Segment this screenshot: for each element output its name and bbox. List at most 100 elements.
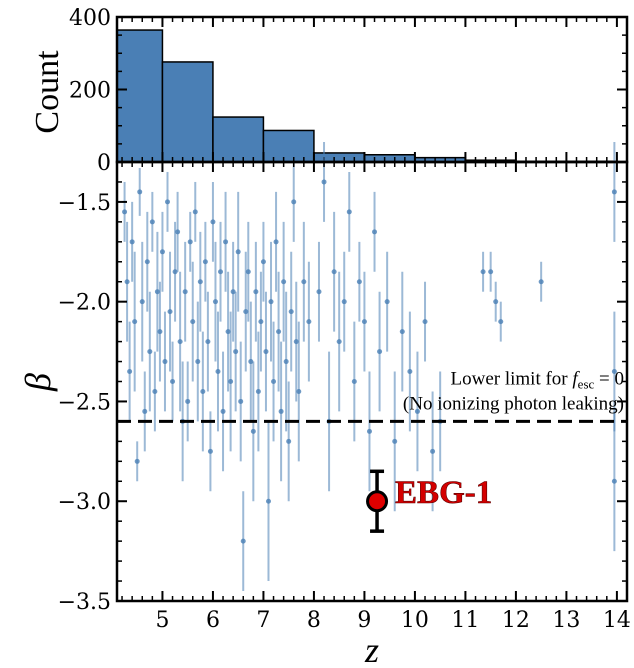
sample-point [235, 249, 241, 255]
sample-point [341, 299, 347, 305]
sample-point [202, 259, 208, 265]
sample-point [366, 428, 372, 434]
sample-points [122, 142, 617, 592]
sample-point [331, 269, 337, 275]
sample-point [291, 199, 297, 205]
sample-point [372, 229, 378, 235]
scatter-x-axis-label: z [364, 630, 379, 668]
sample-point [190, 319, 196, 325]
scatter-x-tick-label: 14 [603, 608, 631, 633]
sample-point [124, 279, 130, 285]
sample-point [129, 239, 135, 245]
sample-point [210, 219, 216, 225]
sample-point [316, 289, 322, 295]
sample-point [223, 239, 229, 245]
threshold-label-line1: Lower limit for fesc = 0 [451, 368, 625, 391]
sample-point [351, 379, 357, 384]
sample-point [177, 339, 183, 345]
sample-point [170, 379, 176, 384]
sample-point [205, 339, 211, 345]
sample-point [162, 359, 168, 365]
histogram-y-tick-label: 400 [69, 6, 111, 31]
sample-point [245, 269, 251, 275]
sample-point [384, 299, 390, 305]
scatter-x-tick-label: 5 [155, 608, 169, 633]
histogram-bar [313, 152, 366, 163]
threshold-label-line2: (No ionizing photon leaking) [403, 393, 624, 414]
sample-point [220, 408, 226, 414]
sample-point [301, 279, 307, 285]
sample-point [414, 408, 420, 414]
sample-point [167, 309, 173, 315]
sample-point [488, 269, 494, 275]
ebg1-point [366, 490, 389, 513]
sample-point [255, 388, 261, 394]
sample-point [230, 289, 236, 295]
sample-point [493, 299, 499, 305]
sample-point [195, 359, 201, 365]
sample-point [225, 329, 231, 335]
sample-point [240, 538, 246, 544]
histogram-bar [161, 61, 214, 163]
scatter-y-axis-label: β [18, 373, 58, 392]
sample-point [139, 299, 145, 305]
scatter-x-tick-label: 13 [552, 608, 580, 633]
histogram-y-tick-label: 0 [97, 151, 111, 176]
sample-point [212, 299, 218, 305]
sample-point [200, 388, 206, 394]
sample-point [238, 398, 244, 404]
sample-point [154, 289, 160, 295]
sample-point [293, 339, 299, 345]
histogram-y-axis-label: Count [29, 50, 66, 134]
sample-point [233, 349, 239, 355]
sample-point [207, 448, 213, 454]
sample-point [134, 458, 140, 464]
sample-point [399, 329, 405, 335]
histogram-bar [212, 116, 265, 163]
scatter-y-ticks: −1.5 −2.0 −2.5 −3.0 −3.5 [58, 181, 627, 615]
sample-point [306, 319, 312, 325]
sample-point [228, 379, 234, 384]
sample-point [164, 199, 170, 205]
sample-point [152, 388, 158, 394]
sample-point [430, 448, 436, 454]
sample-point [480, 269, 486, 275]
sample-point [498, 319, 504, 325]
sample-point [127, 369, 133, 375]
sample-point [281, 279, 287, 285]
sample-point [185, 398, 191, 404]
sample-point [611, 189, 617, 195]
sample-point [192, 209, 198, 215]
sample-point [278, 408, 284, 414]
sample-point [137, 189, 143, 195]
sample-point [132, 319, 138, 325]
sample-point [142, 408, 148, 414]
sample-point [248, 359, 254, 365]
sample-point [283, 359, 289, 365]
ebg1-marker [366, 469, 389, 533]
sample-point [122, 209, 128, 215]
sample-point [296, 388, 302, 394]
sample-point [356, 279, 362, 285]
sample-point [361, 319, 367, 325]
histogram-y-tick-label: 200 [69, 79, 111, 104]
sample-point [288, 309, 294, 315]
sample-point [263, 349, 269, 355]
scatter-y-tick-label: −2.0 [58, 291, 111, 316]
sample-point [159, 249, 165, 255]
sample-point [286, 438, 292, 444]
sample-point [149, 219, 155, 225]
scatter-frame [115, 160, 629, 603]
histogram-bars [116, 29, 618, 163]
sample-point [321, 179, 327, 185]
scatter-x-tick-label: 10 [401, 608, 429, 633]
sample-point [258, 319, 264, 325]
scatter-x-tick-label: 8 [307, 608, 321, 633]
sample-point [144, 259, 150, 265]
histogram-bar [116, 29, 164, 163]
sample-point [175, 229, 181, 235]
sample-point [218, 269, 224, 275]
scatter-x-tick-label: 7 [256, 608, 270, 633]
sample-point [422, 319, 428, 325]
